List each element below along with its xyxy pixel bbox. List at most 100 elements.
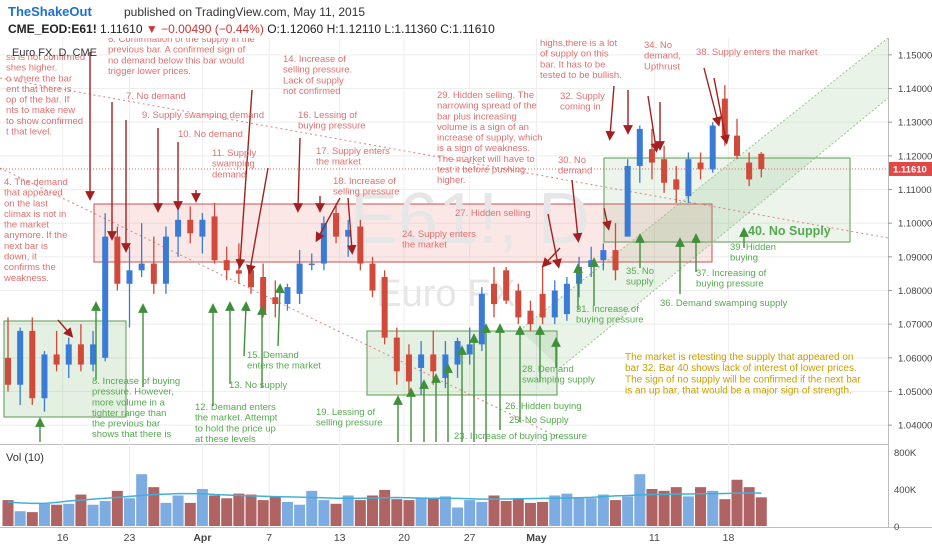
volume-bar xyxy=(695,487,707,526)
volume-bar xyxy=(597,494,609,526)
candle-body xyxy=(430,354,437,372)
candle-body xyxy=(624,165,631,237)
candle-body xyxy=(333,213,340,237)
price-tick-label: 1.08000 xyxy=(898,286,932,297)
candle-body xyxy=(527,310,534,325)
candle-body xyxy=(734,135,740,156)
volume-bar xyxy=(537,501,549,526)
candle-body xyxy=(162,236,169,284)
volume-bar xyxy=(646,489,658,526)
time-tick-label: 27 xyxy=(464,532,476,544)
candle-body xyxy=(381,277,388,338)
volume-bar xyxy=(160,502,172,526)
candle-body xyxy=(576,266,583,284)
pane-divider xyxy=(0,444,888,445)
arrow-red xyxy=(315,197,341,243)
price-tick-label: 1.11000 xyxy=(898,185,932,196)
candle-body xyxy=(272,297,279,304)
candle-body xyxy=(746,162,753,180)
volume-bar xyxy=(488,495,500,526)
annotation-red: ss is not confirmed shes higher. o where t… xyxy=(6,52,85,137)
price-tick-label: 1.12000 xyxy=(898,151,932,162)
candle-body xyxy=(491,283,497,304)
candle-body xyxy=(418,354,425,368)
annotation-red: 9. Supply swamping demand xyxy=(142,110,264,121)
candle-body xyxy=(175,219,182,237)
candle-body xyxy=(138,263,145,271)
time-tick-label: May xyxy=(526,532,547,544)
candle-body xyxy=(53,354,60,365)
chart-background xyxy=(0,38,932,550)
arrow-red xyxy=(246,167,269,275)
header-bar: TheShakeOut published on TradingView.com… xyxy=(0,0,932,39)
volume-bar xyxy=(221,498,233,526)
arrow-red xyxy=(703,67,722,127)
time-axis-line xyxy=(0,527,932,528)
volume-bar xyxy=(38,503,50,526)
volume-bar xyxy=(99,501,111,526)
arrow-red xyxy=(541,247,561,268)
volume-bar xyxy=(354,500,366,526)
arrow-red xyxy=(57,319,74,338)
candle-body xyxy=(320,223,327,264)
volume-bar xyxy=(306,490,318,526)
candle-body xyxy=(405,354,412,382)
candle-body xyxy=(466,344,473,355)
volume-bar xyxy=(318,500,330,526)
candle-body xyxy=(357,226,364,264)
high-value: H:1.12110 xyxy=(326,22,382,36)
candle-body xyxy=(150,263,157,284)
volume-bar xyxy=(415,497,427,526)
annotation-gold: The market is retesting the supply that … xyxy=(625,352,861,397)
candle-body xyxy=(503,270,510,301)
time-tick-label: 11 xyxy=(649,532,660,544)
annotation-red: 14. Increase of selling pressure. Lack of … xyxy=(283,54,352,97)
candle-body xyxy=(661,159,668,183)
price-tick-label: 1.13000 xyxy=(898,118,932,129)
candle-body xyxy=(369,263,376,291)
volume-bar xyxy=(269,496,281,526)
annotation-red: 6. Confirmation of the supply in the prev… xyxy=(108,38,255,77)
volume-bar xyxy=(184,502,196,526)
volume-bar xyxy=(330,503,342,526)
ohlc-readout: CME_EOD:E61! 1.11610 ▼ −0.00490 (−0.44%)… xyxy=(8,22,495,36)
price-tick-label: 1.10000 xyxy=(898,219,932,230)
supply-zone xyxy=(93,203,713,263)
volume-label: Vol (10) xyxy=(6,452,44,464)
brand-logo[interactable]: TheShakeOut xyxy=(8,4,92,19)
symbol-label: CME_EOD:E61! xyxy=(8,22,97,36)
current-price-label: 1.11610 xyxy=(893,164,927,175)
candle-body xyxy=(454,341,461,365)
annotation-red: 34. No demand, Upthrust xyxy=(644,40,681,72)
volume-bar xyxy=(257,500,269,526)
candle-body xyxy=(515,290,522,318)
time-tick-label: 13 xyxy=(334,532,346,544)
arrow-red xyxy=(235,89,253,269)
candle-body xyxy=(17,330,24,385)
volume-bar xyxy=(500,501,512,526)
volume-bar xyxy=(391,499,403,526)
arrow-red xyxy=(346,197,357,255)
arrow-red xyxy=(571,179,583,243)
price-tick-label: 1.14000 xyxy=(898,84,932,95)
candle-body xyxy=(187,219,194,234)
volume-bar xyxy=(561,493,573,526)
volume-bar xyxy=(476,501,488,526)
annotation-green: 39. Hidden buying xyxy=(730,242,776,264)
price-tick-label: 1.07000 xyxy=(898,320,932,331)
candle-body xyxy=(248,270,254,288)
volume-bar xyxy=(622,496,634,526)
time-tick-label: 23 xyxy=(124,532,136,544)
candle-body xyxy=(5,357,11,385)
time-tick-label: 20 xyxy=(398,532,410,544)
volume-tick-label: 0 xyxy=(894,522,899,533)
volume-bar xyxy=(524,502,536,526)
volume-bar xyxy=(233,493,245,526)
volume-bar xyxy=(196,489,208,526)
volume-bar xyxy=(367,495,378,526)
annotation-red: 29. Hidden selling. The narrowing spread … xyxy=(437,90,542,186)
volume-bar xyxy=(294,504,306,526)
volume-bar xyxy=(658,490,670,526)
candle-body xyxy=(223,260,230,271)
